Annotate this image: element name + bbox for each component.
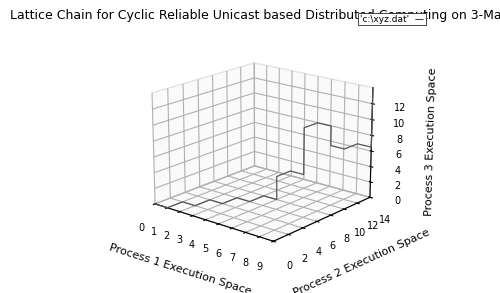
Text: 'c:\xyz.dat'  —: 'c:\xyz.dat' —: [360, 15, 424, 24]
Text: Lattice Chain for Cyclic Reliable Unicast based Distributed Computing on 3-Manif: Lattice Chain for Cyclic Reliable Unicas…: [10, 9, 500, 22]
X-axis label: Process 1 Execution Space: Process 1 Execution Space: [108, 242, 252, 293]
Y-axis label: Process 2 Execution Space: Process 2 Execution Space: [292, 228, 431, 293]
